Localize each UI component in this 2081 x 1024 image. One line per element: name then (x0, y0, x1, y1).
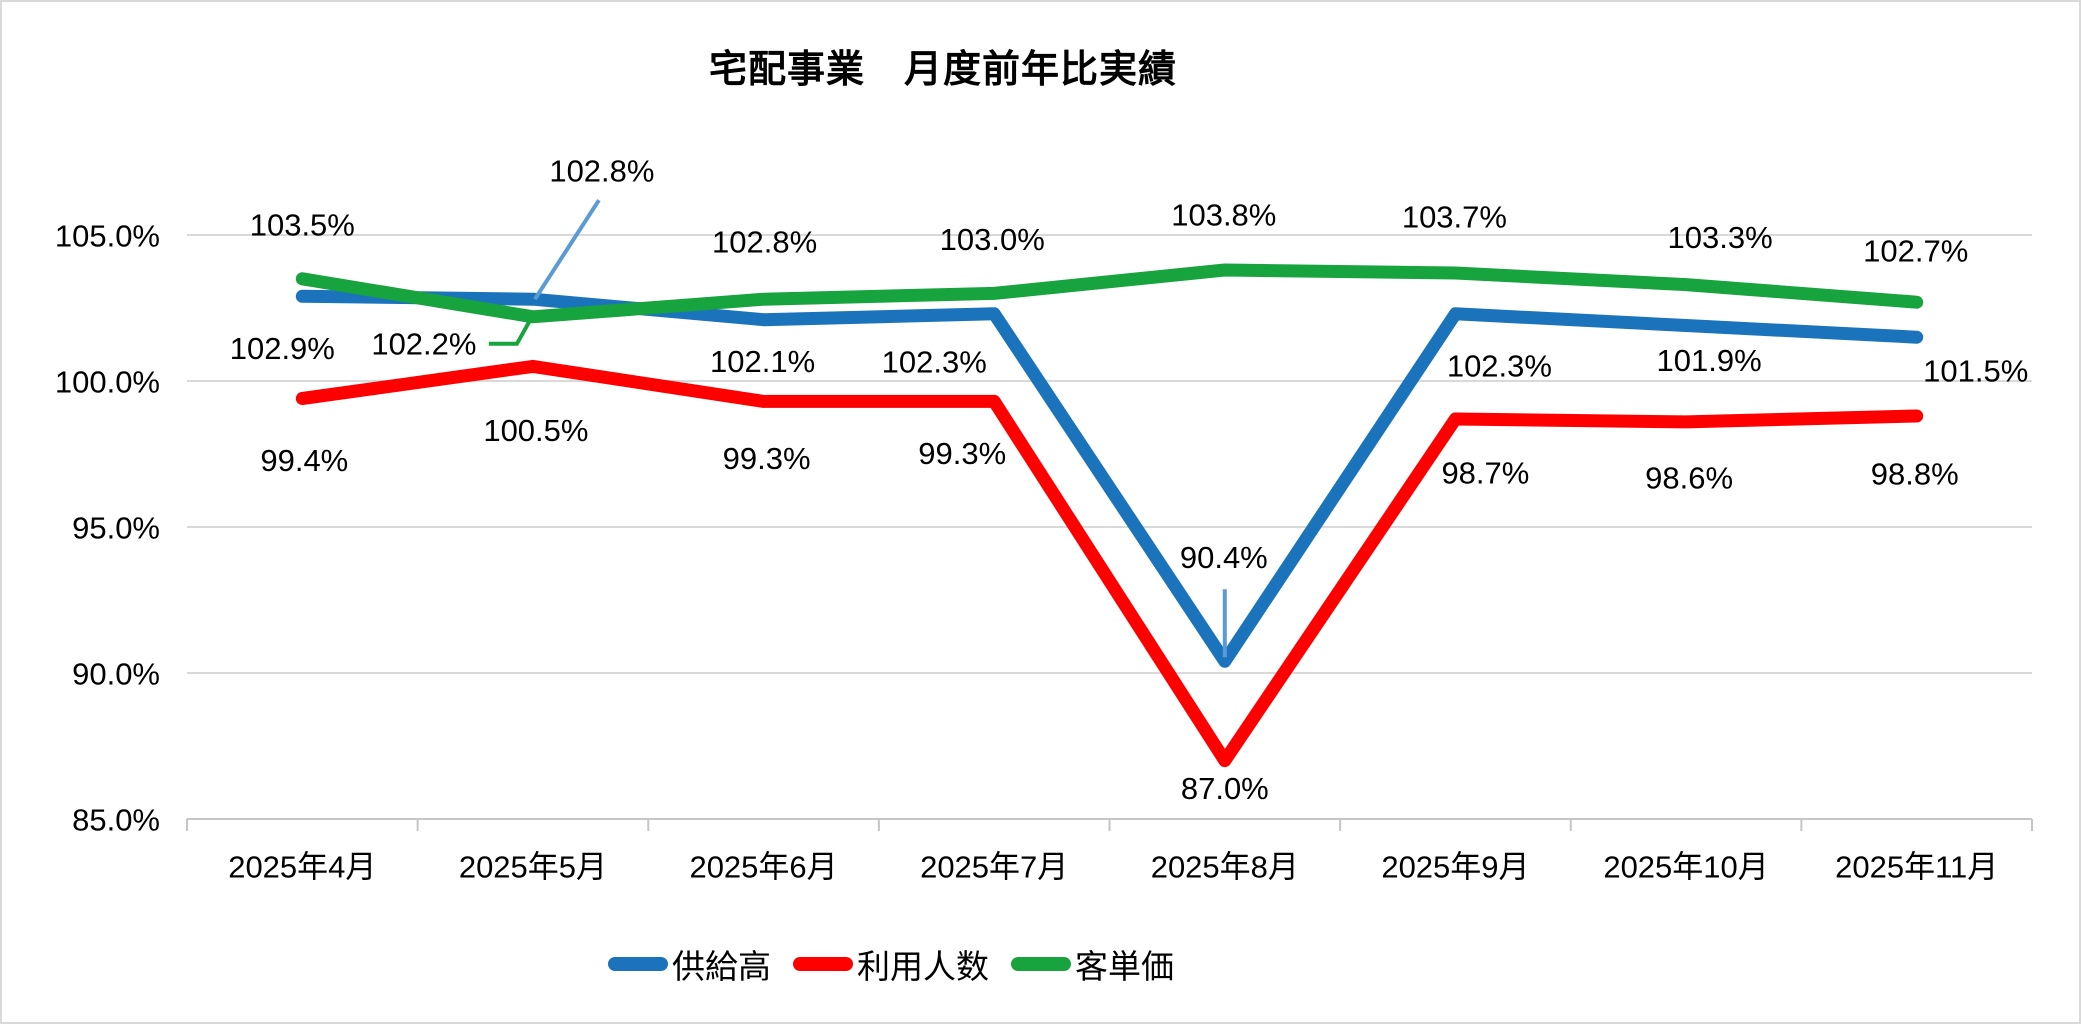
series-line-供給高 (295, 289, 1924, 668)
data-label-利用人数: 98.8% (1871, 457, 1959, 492)
data-label-供給高: 101.9% (1657, 343, 1762, 378)
y-tick-label: 90.0% (72, 657, 160, 692)
data-label-供給高: 102.3% (882, 344, 987, 379)
x-tick-label: 2025年7月 (920, 850, 1068, 885)
series-line-利用人数 (295, 359, 1924, 768)
data-label-利用人数: 99.3% (723, 441, 811, 476)
data-label-供給高: 101.5% (1923, 354, 2028, 389)
data-label-客単価: 102.8% (712, 225, 817, 260)
x-tick-label: 2025年5月 (459, 850, 607, 885)
data-label-利用人数: 87.0% (1181, 771, 1269, 806)
x-tick-label: 2025年9月 (1381, 850, 1529, 885)
data-label-供給高: 90.4% (1180, 540, 1268, 575)
x-tick-label: 2025年8月 (1151, 850, 1299, 885)
y-tick-label: 105.0% (55, 219, 160, 254)
chart-legend: 供給高 利用人数 客単価 (608, 940, 1174, 988)
legend-item-利用人数: 利用人数 (793, 940, 989, 988)
data-label-客単価: 102.2% (371, 326, 476, 361)
data-label-利用人数: 99.3% (918, 436, 1006, 471)
data-label-客単価: 103.7% (1402, 200, 1507, 235)
legend-item-客単価: 客単価 (1011, 940, 1174, 988)
data-label-利用人数: 98.6% (1645, 460, 1733, 495)
y-tick-label: 85.0% (72, 803, 160, 838)
data-label-利用人数: 98.7% (1441, 456, 1529, 491)
chart-title: 宅配事業 月度前年比実績 (708, 49, 1178, 91)
data-label-leader-line (488, 317, 533, 346)
x-tick-label: 2025年6月 (689, 850, 837, 885)
legend-label: 客単価 (1075, 948, 1174, 985)
y-tick-label: 100.0% (55, 365, 160, 400)
data-label-客単価: 103.3% (1668, 220, 1773, 255)
data-label-利用人数: 99.4% (260, 443, 348, 478)
x-tick-label: 2025年10月 (1603, 850, 1768, 885)
x-tick-label: 2025年4月 (228, 850, 376, 885)
data-label-供給高: 102.3% (1447, 348, 1552, 383)
data-label-客単価: 103.5% (250, 207, 355, 242)
legend-swatch-icon (793, 957, 853, 971)
data-label-客単価: 103.0% (940, 222, 1045, 257)
legend-swatch-icon (1011, 957, 1071, 971)
series-line-客単価 (295, 263, 1924, 324)
data-label-leader-line (533, 199, 601, 301)
data-label-客単価: 103.8% (1171, 198, 1276, 233)
legend-label: 利用人数 (857, 948, 989, 985)
x-tick-label: 2025年11月 (1835, 850, 1998, 885)
data-label-供給高: 102.1% (710, 344, 815, 379)
legend-swatch-icon (608, 957, 668, 971)
data-label-利用人数: 100.5% (483, 413, 588, 448)
data-label-供給高: 102.8% (549, 154, 654, 189)
y-tick-label: 95.0% (72, 511, 160, 546)
data-label-客単価: 102.7% (1863, 234, 1968, 269)
legend-item-供給高: 供給高 (608, 940, 771, 988)
data-label-供給高: 102.9% (230, 331, 335, 366)
legend-label: 供給高 (672, 948, 771, 985)
